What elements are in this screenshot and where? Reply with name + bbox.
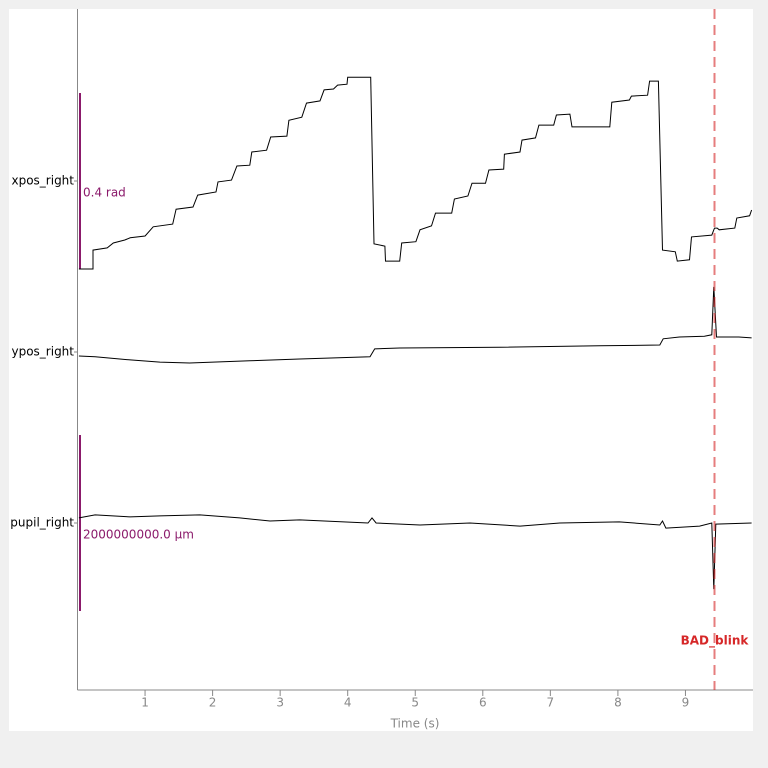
x-tick-label: 6 [479, 696, 487, 710]
trace [78, 514, 752, 590]
x-tick-label: 7 [547, 696, 555, 710]
annotation-label: BAD_blink [681, 634, 750, 649]
x-axis-title: Time (s) [390, 717, 440, 731]
channel-label: xpos_right [11, 174, 74, 188]
trace [78, 76, 753, 270]
trace [78, 286, 752, 364]
x-tick-label: 2 [209, 696, 217, 710]
plot-background [9, 9, 753, 731]
x-tick-label: 8 [614, 696, 622, 710]
x-tick-label: 9 [682, 696, 690, 710]
channel-label: pupil_right [10, 516, 74, 530]
x-tick-label: 1 [141, 696, 149, 710]
x-tick-label: 5 [411, 696, 419, 710]
x-tick-label: 3 [276, 696, 284, 710]
scale-bar-label: 2000000000.0 µm [83, 528, 194, 542]
scale-bar-label: 0.4 rad [83, 186, 126, 200]
channel-label: ypos_right [11, 345, 74, 359]
x-tick-label: 4 [344, 696, 352, 710]
